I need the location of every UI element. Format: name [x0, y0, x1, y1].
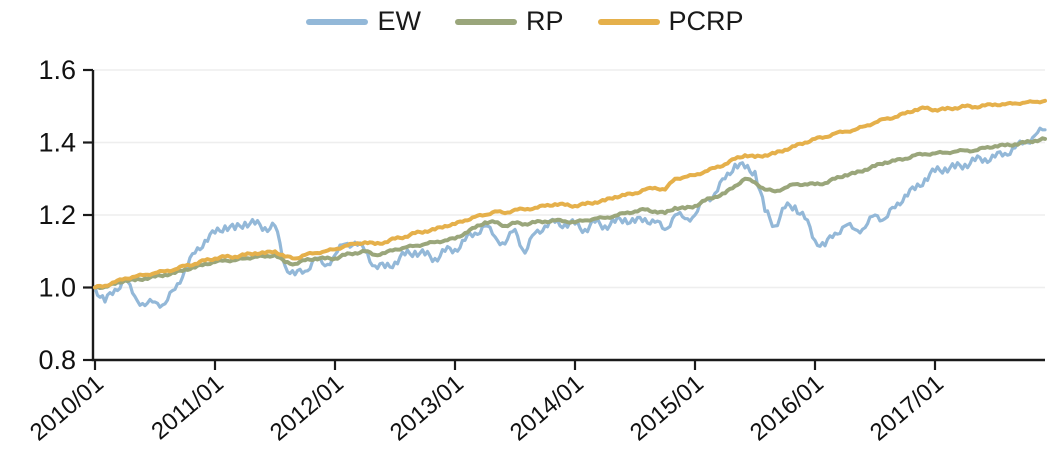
y-axis-ticks: 0.8 1.0 1.2 1.4 1.6 — [38, 55, 93, 375]
x-tick-label: 2010/01 — [25, 370, 109, 446]
chart-legend: EW RP PCRP — [0, 8, 1050, 35]
legend-label-pcrp: PCRP — [668, 6, 744, 36]
y-tick-label: 1.2 — [38, 200, 76, 230]
x-tick-label: 2014/01 — [505, 370, 589, 446]
x-tick-label: 2012/01 — [265, 370, 349, 446]
rp-line — [93, 136, 1047, 290]
y-tick-label: 1.6 — [38, 55, 76, 85]
x-tick-label: 2011/01 — [146, 370, 228, 445]
y-tick-label: 1.0 — [38, 273, 76, 303]
x-axis-ticks: 2010/01 2011/01 2012/01 2013/01 2014/01 2015/… — [25, 360, 949, 446]
x-tick-label: 2013/01 — [385, 370, 469, 446]
y-tick-label: 0.8 — [38, 345, 76, 375]
x-tick-label: 2015/01 — [625, 370, 709, 446]
pcrp-line — [93, 98, 1047, 290]
legend-item-pcrp: PCRP — [597, 6, 744, 36]
legend-label-ew: EW — [377, 6, 421, 36]
y-tick-label: 1.4 — [38, 128, 76, 158]
legend-item-rp: RP — [454, 6, 564, 36]
x-tick-label: 2017/01 — [865, 370, 949, 446]
pcrp-line-swatch-icon — [597, 18, 660, 25]
gridlines — [93, 69, 1045, 289]
ew-line — [93, 126, 1047, 309]
ew-line-swatch-icon — [306, 18, 369, 25]
legend-label-rp: RP — [525, 6, 564, 36]
rp-line-swatch-icon — [454, 18, 517, 25]
legend-item-ew: EW — [306, 8, 421, 35]
x-tick-label: 2016/01 — [745, 370, 829, 446]
